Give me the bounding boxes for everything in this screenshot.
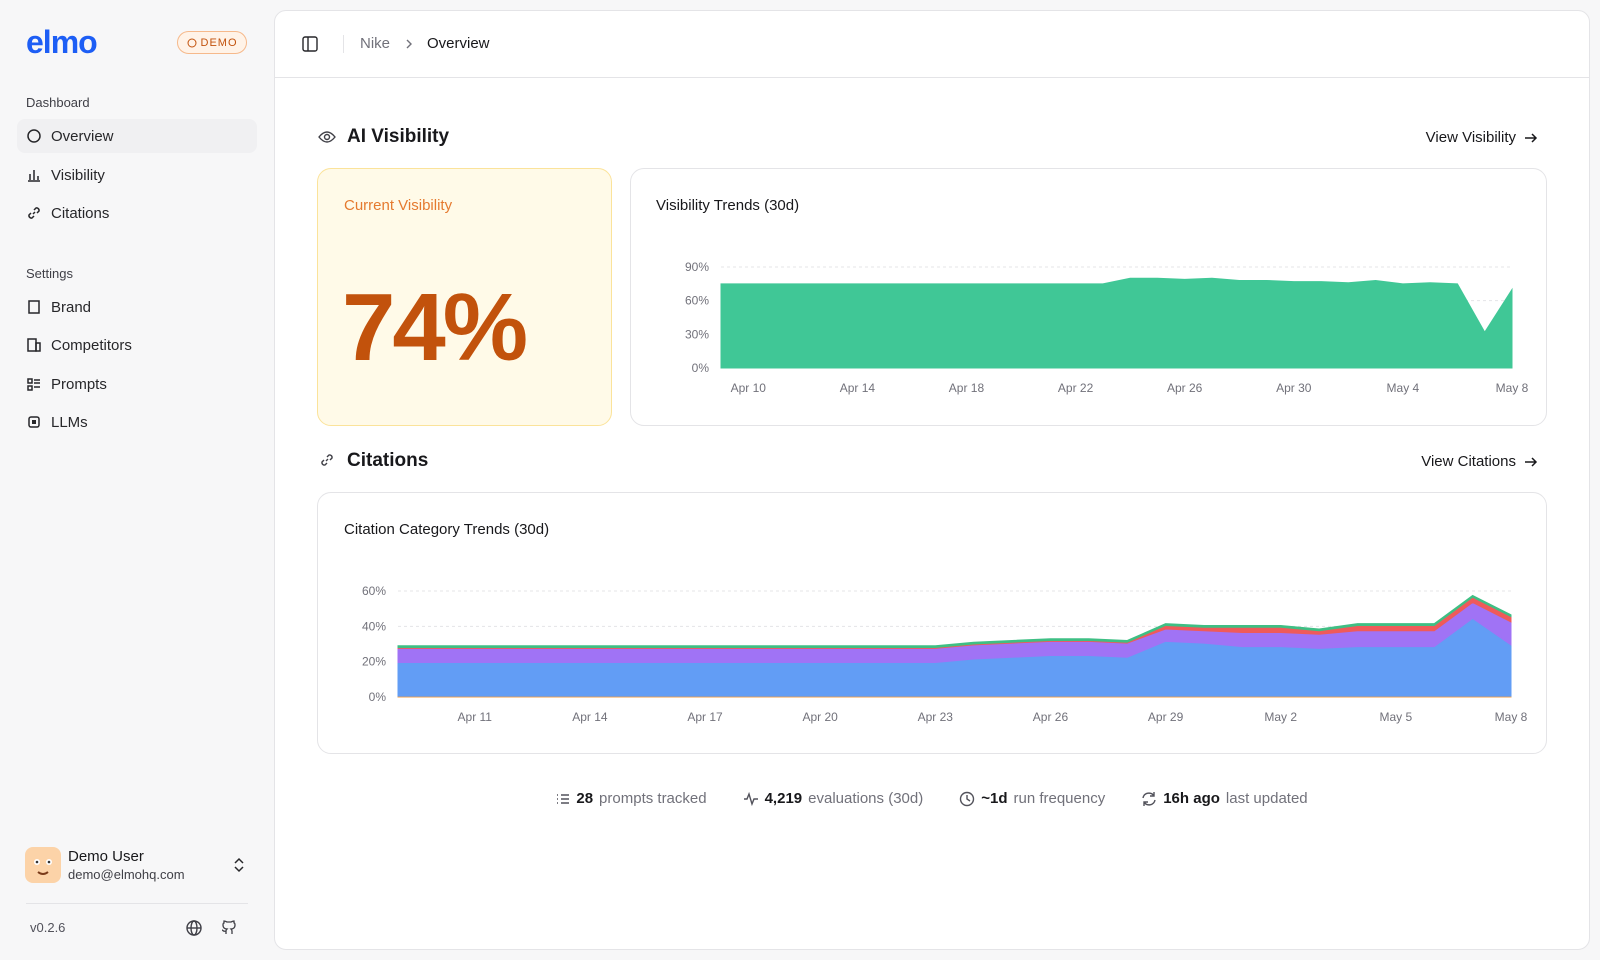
x-tick-label: Apr 22 <box>1058 381 1094 395</box>
avatar <box>25 847 61 883</box>
main-panel <box>274 10 1590 950</box>
stat: 16h ago last updated <box>1141 790 1308 807</box>
x-tick-label: Apr 14 <box>572 710 608 724</box>
nav-item[interactable]: LLMs <box>17 405 257 439</box>
divider <box>343 35 344 53</box>
area <box>397 594 1512 649</box>
nav-item[interactable]: Prompts <box>17 367 257 401</box>
x-tick-label: Apr 26 <box>1167 381 1203 395</box>
y-tick-label: 30% <box>685 327 709 341</box>
nav-item[interactable]: Overview <box>17 119 257 153</box>
y-tick-label: 40% <box>362 619 386 633</box>
x-tick-label: Apr 14 <box>840 381 876 395</box>
user-name: Demo User <box>68 848 144 865</box>
section-heading: Citations <box>347 450 429 471</box>
y-tick-label: 60% <box>685 294 709 308</box>
stat-label: run frequency <box>1013 790 1106 807</box>
nav-item[interactable]: Citations <box>17 196 257 230</box>
x-tick-label: May 2 <box>1264 710 1297 724</box>
user-email: demo@elmohq.com <box>68 867 185 882</box>
stat-label: evaluations (30d) <box>808 790 924 807</box>
x-tick-label: May 8 <box>1496 381 1529 395</box>
area <box>720 277 1513 369</box>
nav-item[interactable]: Visibility <box>17 158 257 192</box>
section-heading: AI Visibility <box>347 126 450 147</box>
chart: 0% 20% 40% 60% Apr 11 Apr 14 Apr 17 Apr 20 Apr 2… <box>362 584 1528 724</box>
sidebar-toggle[interactable] <box>302 36 318 52</box>
stat: ~1d run frequency <box>959 790 1105 807</box>
nav-item[interactable]: Competitors <box>17 328 257 362</box>
chart: 0% 30% 60% 90% Apr 10 Apr 14 Apr 18 Apr 22 Apr 2… <box>685 260 1529 395</box>
stats-row: 28 prompts tracked 4,219 evaluations (30d)… <box>275 790 1589 807</box>
citation-trend-card: Citation Category Trends (30d) 0% 20% 40% 6… <box>317 492 1547 754</box>
x-tick-label: Apr 20 <box>802 710 838 724</box>
badge-text: DEMO <box>200 36 238 49</box>
y-tick-label: 60% <box>362 584 386 598</box>
breadcrumb-separator <box>406 39 412 49</box>
badge-icon <box>187 38 196 47</box>
y-tick-label: 90% <box>685 260 709 274</box>
link-text: View Visibility <box>1425 129 1516 146</box>
x-tick-label: Apr 23 <box>918 710 954 724</box>
nav-label: Prompts <box>51 375 107 393</box>
x-tick-label: Apr 29 <box>1148 710 1184 724</box>
nav-label: LLMs <box>51 413 88 431</box>
current-visibility-value: 74% <box>342 274 528 381</box>
section-title: Settings <box>26 266 73 281</box>
demo-badge: DEMO <box>177 31 247 54</box>
stat-value: 4,219 <box>764 790 803 807</box>
github-icon[interactable] <box>221 920 237 936</box>
card-title: Current Visibility <box>344 197 453 214</box>
nav-label: Competitors <box>51 336 132 354</box>
nav-item[interactable]: Brand <box>17 290 257 324</box>
y-tick-label: 20% <box>362 655 386 669</box>
divider <box>26 903 248 904</box>
current-visibility-card: Current Visibility 74% <box>317 168 612 426</box>
nav-label: Citations <box>51 204 110 222</box>
view-visibility-link[interactable]: View Visibility <box>1426 129 1538 146</box>
x-tick-label: May 8 <box>1495 710 1528 724</box>
user-menu-toggle[interactable] <box>232 857 246 873</box>
header-divider <box>275 77 1589 78</box>
x-tick-label: Apr 30 <box>1276 381 1312 395</box>
section-title: Dashboard <box>26 95 90 110</box>
x-tick-label: Apr 17 <box>687 710 723 724</box>
breadcrumb-current: Overview <box>427 35 490 52</box>
stat-value: 16h ago <box>1163 790 1220 807</box>
chart-title: Visibility Trends (30d) <box>656 197 800 214</box>
x-tick-label: Apr 18 <box>949 381 985 395</box>
nav-label: Overview <box>51 127 114 145</box>
website-icon[interactable] <box>186 920 202 936</box>
visibility-trend-card: Visibility Trends (30d) 0% 30% 60% 90% Apr 1… <box>630 168 1547 426</box>
chart-title: Citation Category Trends (30d) <box>344 521 550 538</box>
eye-icon <box>318 131 336 143</box>
stat-value: 28 <box>576 790 594 807</box>
stat-label: prompts tracked <box>599 790 707 807</box>
link-icon <box>321 454 333 466</box>
logo[interactable]: elmo <box>26 24 98 60</box>
x-tick-label: May 4 <box>1387 381 1420 395</box>
x-tick-label: Apr 11 <box>458 710 493 724</box>
stat: 4,219 evaluations (30d) <box>743 790 924 807</box>
nav-label: Visibility <box>51 166 105 184</box>
stat-label: last updated <box>1225 790 1308 807</box>
nav-label: Brand <box>51 298 92 316</box>
link-text: View Citations <box>1421 453 1516 470</box>
stat: 28 prompts tracked <box>556 790 707 807</box>
y-tick-label: 0% <box>369 690 387 704</box>
breadcrumb-item[interactable]: Nike <box>360 35 391 52</box>
x-tick-label: Apr 26 <box>1033 710 1069 724</box>
view-citations-link[interactable]: View Citations <box>1421 453 1538 470</box>
x-tick-label: Apr 10 <box>731 381 767 395</box>
stat-value: ~1d <box>981 790 1008 807</box>
y-tick-label: 0% <box>692 361 710 375</box>
x-tick-label: May 5 <box>1380 710 1413 724</box>
version: v0.2.6 <box>30 920 66 935</box>
